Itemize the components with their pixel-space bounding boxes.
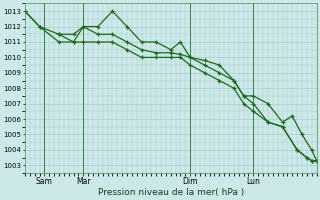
X-axis label: Pression niveau de la mer( hPa ): Pression niveau de la mer( hPa ) bbox=[98, 188, 244, 197]
